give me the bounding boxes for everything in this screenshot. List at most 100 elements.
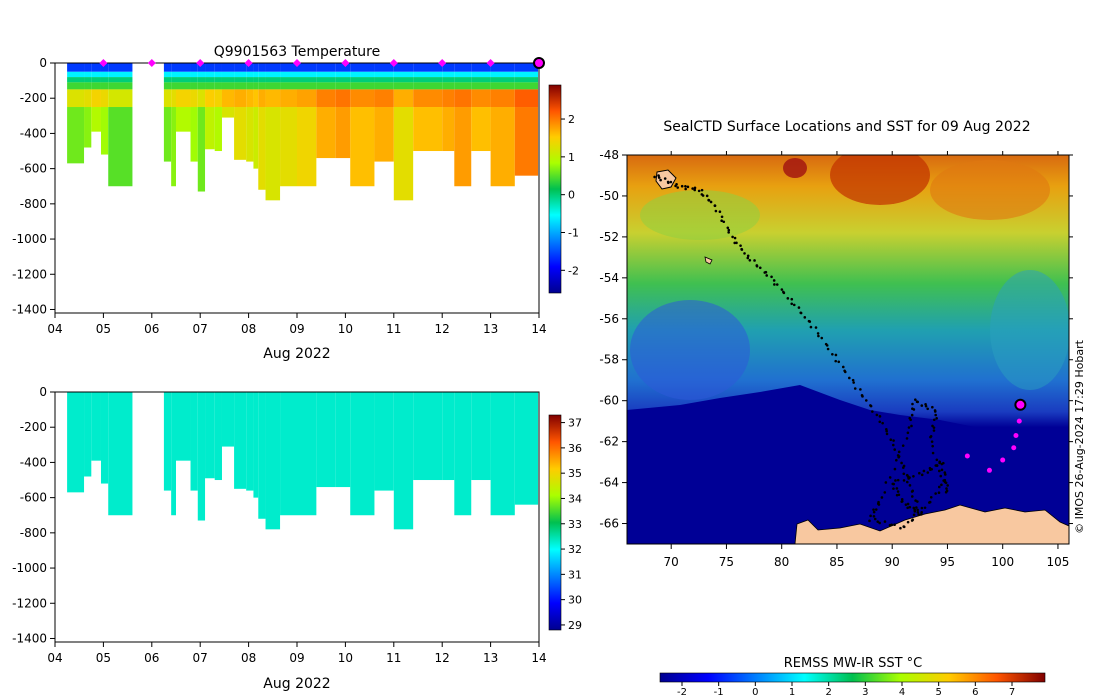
temperature-cell (67, 89, 85, 108)
historic-track-point (746, 256, 750, 260)
salinity-colorbar (548, 414, 562, 631)
historic-track-point (773, 283, 776, 286)
temperature-cell (171, 71, 176, 78)
historic-track-point (764, 270, 768, 274)
x-tick-label: 13 (483, 651, 498, 665)
historic-track-point (920, 510, 923, 514)
temperature-cell (100, 89, 109, 108)
salinity-cell (297, 392, 317, 516)
map-y-tick-label: -54 (599, 271, 619, 285)
temperature-cell (108, 82, 133, 90)
historic-track-point (825, 344, 829, 347)
temperature-cell (374, 71, 394, 78)
historic-track-point (912, 513, 916, 517)
colorbar-tick-label: 37 (568, 417, 582, 430)
temperature-cell (265, 107, 281, 201)
historic-track-point (895, 487, 899, 490)
temperature-cell (297, 63, 317, 72)
temperature-cell (297, 71, 317, 78)
x-tick-label: 10 (338, 322, 353, 336)
map-y-tick-label: -62 (599, 435, 619, 449)
surface-profile-marker (389, 59, 398, 67)
warm-sst-patch (830, 155, 930, 205)
temperature-cell (280, 107, 297, 187)
temperature-cell (350, 82, 375, 90)
historic-track-point (901, 499, 904, 503)
historic-track-point (691, 187, 694, 190)
temperature-cell (221, 71, 235, 78)
historic-track-point (772, 279, 776, 282)
temperature-cell (67, 77, 85, 83)
x-tick-label: 05 (96, 651, 111, 665)
map-x-tick-label: 100 (991, 555, 1014, 569)
historic-track-point (883, 491, 887, 494)
temperature-cell (413, 63, 443, 72)
salinity-colorbar-ticks: 37 36 35 34 33 32 31 30 29 (561, 417, 582, 632)
historic-track-point (905, 480, 909, 484)
salinity-cell (454, 392, 472, 516)
temperature-cell (514, 71, 539, 78)
map-x-axis: 70 75 80 85 90 95 100 105 (664, 151, 1069, 569)
historic-track-point (906, 520, 910, 524)
temperature-cell (197, 82, 206, 90)
historic-track-point (872, 508, 875, 511)
recent-track-point (964, 453, 970, 459)
temperature-cell (205, 63, 215, 72)
salinity-cell (176, 392, 191, 461)
temperature-cell (171, 63, 176, 72)
historic-track-point (920, 506, 924, 510)
x-tick-label: 09 (289, 651, 304, 665)
historic-track-point (920, 404, 924, 407)
temperature-cell (297, 89, 317, 108)
historic-track-point (938, 461, 941, 465)
temperature-cell (253, 107, 259, 169)
salinity-cell (253, 392, 259, 498)
historic-track-point (765, 274, 768, 277)
cool-sst-patch (630, 300, 750, 400)
sst-colorbar-ticks: -2 -1 0 1 2 3 4 5 6 7 (677, 682, 1015, 698)
temperature-panel: Q9901563 Temperature 0 -200 -400 -600 -800 -1… (12, 44, 579, 362)
temperature-cell (280, 71, 297, 78)
temperature-cell (221, 63, 235, 72)
map-y-tick-label: -56 (599, 312, 619, 326)
temperature-cell (91, 107, 101, 132)
historic-track-point (923, 506, 927, 510)
map-y-tick-label: -66 (599, 517, 619, 531)
temperature-cell (197, 89, 206, 108)
temperature-cell (190, 89, 198, 108)
temperature-cell (197, 107, 206, 192)
temperature-cell (214, 107, 222, 152)
historic-track-point (940, 468, 944, 472)
colorbar-tick-label: -1 (568, 226, 579, 239)
historic-track-point (929, 434, 933, 438)
historic-track-point (912, 506, 916, 510)
recent-track-point (1011, 445, 1017, 451)
historic-track-point (797, 306, 801, 309)
salinity-cell (350, 392, 375, 516)
historic-track-point (790, 302, 794, 306)
historic-track-point (834, 353, 838, 357)
temperature-cell (67, 107, 85, 164)
surface-profile-marker (196, 59, 205, 67)
sst-colorbar-tick-label: -2 (677, 687, 687, 698)
x-tick-label: 12 (435, 322, 450, 336)
historic-track-point (891, 443, 895, 447)
historic-track-point (713, 204, 717, 207)
temperature-cell (221, 82, 235, 90)
temperature-cell (190, 71, 198, 78)
salinity-cell (205, 392, 215, 479)
historic-track-point (910, 413, 914, 417)
historic-track-point (913, 510, 917, 513)
temperature-cell (108, 89, 133, 108)
historic-track-point (892, 482, 895, 486)
y-tick-label: -800 (20, 526, 47, 540)
historic-track-point (915, 506, 918, 509)
temperature-cell (108, 77, 133, 83)
temperature-cell (67, 63, 85, 72)
historic-track-point (914, 398, 917, 401)
sst-colorbar-tick-label: 2 (825, 687, 831, 698)
historic-track-point (872, 514, 876, 518)
temperature-cell (454, 89, 472, 108)
historic-track-point (906, 502, 910, 506)
historic-track-point (871, 410, 874, 413)
